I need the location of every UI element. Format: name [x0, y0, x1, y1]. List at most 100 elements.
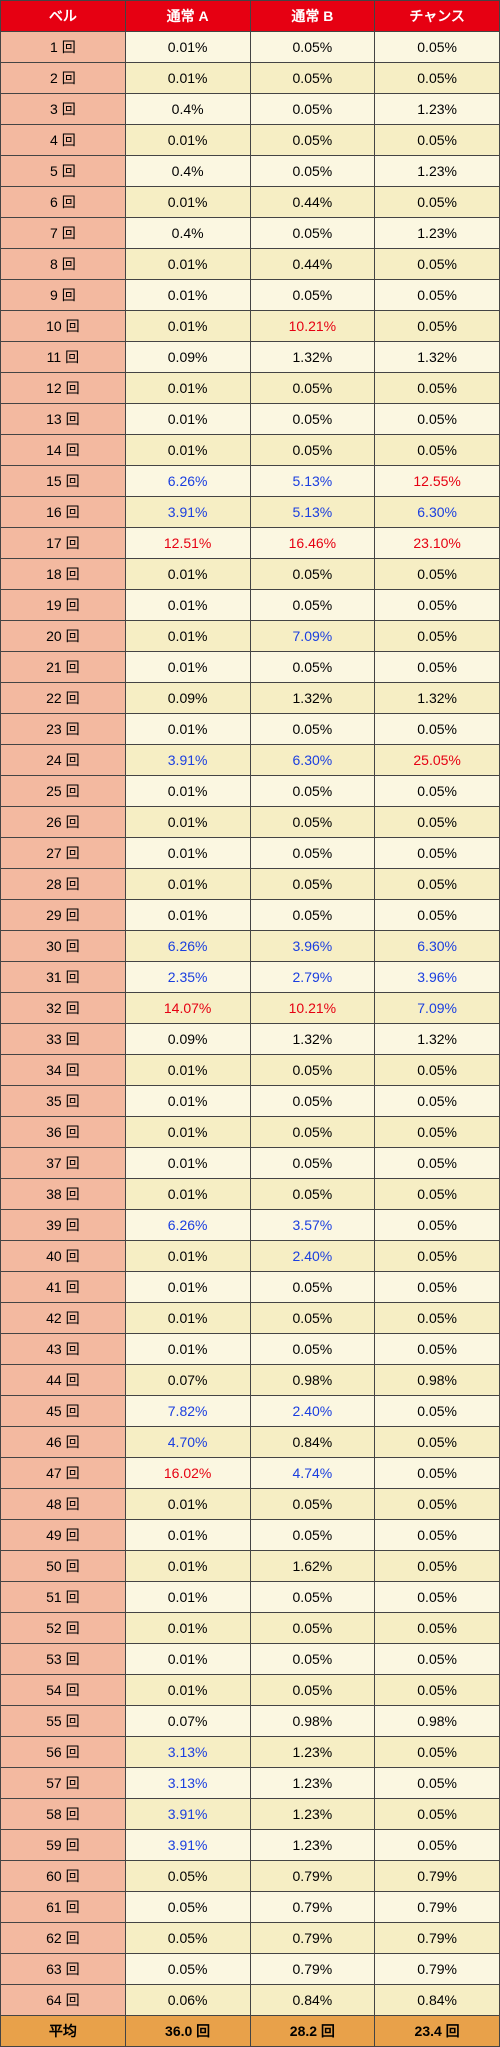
- table-row: 10 回0.01%10.21%0.05%: [1, 311, 500, 342]
- cell-value: 0.79%: [375, 1923, 500, 1954]
- header-row: ベル 通常 A 通常 B チャンス: [1, 1, 500, 32]
- cell-value: 3.91%: [125, 1799, 250, 1830]
- cell-value: 3.96%: [250, 931, 375, 962]
- cell-value: 0.05%: [375, 1582, 500, 1613]
- cell-value: 0.84%: [250, 1427, 375, 1458]
- cell-value: 0.05%: [250, 590, 375, 621]
- row-label: 27 回: [1, 838, 126, 869]
- cell-value: 0.01%: [125, 807, 250, 838]
- cell-value: 0.05%: [250, 1582, 375, 1613]
- cell-value: 0.79%: [375, 1954, 500, 1985]
- cell-value: 0.01%: [125, 1148, 250, 1179]
- row-label: 52 回: [1, 1613, 126, 1644]
- cell-value: 0.01%: [125, 1520, 250, 1551]
- cell-value: 23.10%: [375, 528, 500, 559]
- table-row: 34 回0.01%0.05%0.05%: [1, 1055, 500, 1086]
- cell-value: 1.32%: [375, 683, 500, 714]
- cell-value: 0.01%: [125, 1055, 250, 1086]
- row-label: 10 回: [1, 311, 126, 342]
- table-row: 61 回0.05%0.79%0.79%: [1, 1892, 500, 1923]
- row-label: 58 回: [1, 1799, 126, 1830]
- cell-value: 1.32%: [250, 1024, 375, 1055]
- cell-value: 6.30%: [250, 745, 375, 776]
- cell-value: 0.05%: [375, 373, 500, 404]
- cell-value: 0.01%: [125, 1303, 250, 1334]
- cell-value: 0.44%: [250, 249, 375, 280]
- cell-value: 14.07%: [125, 993, 250, 1024]
- row-label: 15 回: [1, 466, 126, 497]
- cell-value: 2.40%: [250, 1241, 375, 1272]
- cell-value: 0.05%: [375, 559, 500, 590]
- cell-value: 0.05%: [125, 1861, 250, 1892]
- cell-value: 6.26%: [125, 1210, 250, 1241]
- footer-avg-chance: 23.4 回: [375, 2016, 500, 2047]
- table-row: 33 回0.09%1.32%1.32%: [1, 1024, 500, 1055]
- cell-value: 0.79%: [375, 1861, 500, 1892]
- cell-value: 0.05%: [375, 1489, 500, 1520]
- row-label: 2 回: [1, 63, 126, 94]
- table-row: 17 回12.51%16.46%23.10%: [1, 528, 500, 559]
- cell-value: 0.05%: [250, 63, 375, 94]
- row-label: 24 回: [1, 745, 126, 776]
- table-row: 28 回0.01%0.05%0.05%: [1, 869, 500, 900]
- cell-value: 0.01%: [125, 404, 250, 435]
- row-label: 33 回: [1, 1024, 126, 1055]
- row-label: 55 回: [1, 1706, 126, 1737]
- row-label: 31 回: [1, 962, 126, 993]
- row-label: 64 回: [1, 1985, 126, 2016]
- row-label: 39 回: [1, 1210, 126, 1241]
- cell-value: 3.91%: [125, 745, 250, 776]
- cell-value: 0.05%: [375, 1272, 500, 1303]
- cell-value: 0.05%: [375, 1520, 500, 1551]
- cell-value: 0.05%: [375, 807, 500, 838]
- cell-value: 0.05%: [250, 1272, 375, 1303]
- cell-value: 6.26%: [125, 931, 250, 962]
- cell-value: 0.01%: [125, 1489, 250, 1520]
- table-row: 59 回3.91%1.23%0.05%: [1, 1830, 500, 1861]
- cell-value: 0.98%: [250, 1706, 375, 1737]
- row-label: 44 回: [1, 1365, 126, 1396]
- table-row: 49 回0.01%0.05%0.05%: [1, 1520, 500, 1551]
- cell-value: 0.01%: [125, 1613, 250, 1644]
- cell-value: 0.84%: [375, 1985, 500, 2016]
- cell-value: 0.79%: [250, 1923, 375, 1954]
- cell-value: 0.05%: [375, 590, 500, 621]
- cell-value: 0.01%: [125, 187, 250, 218]
- cell-value: 0.98%: [250, 1365, 375, 1396]
- cell-value: 0.01%: [125, 125, 250, 156]
- table-row: 37 回0.01%0.05%0.05%: [1, 1148, 500, 1179]
- cell-value: 0.01%: [125, 32, 250, 63]
- cell-value: 0.05%: [375, 1458, 500, 1489]
- row-label: 3 回: [1, 94, 126, 125]
- row-label: 49 回: [1, 1520, 126, 1551]
- cell-value: 16.46%: [250, 528, 375, 559]
- cell-value: 0.05%: [250, 435, 375, 466]
- cell-value: 1.32%: [250, 342, 375, 373]
- cell-value: 0.05%: [250, 94, 375, 125]
- cell-value: 0.05%: [250, 869, 375, 900]
- cell-value: 1.62%: [250, 1551, 375, 1582]
- table-row: 16 回3.91%5.13%6.30%: [1, 497, 500, 528]
- row-label: 46 回: [1, 1427, 126, 1458]
- cell-value: 0.05%: [250, 218, 375, 249]
- row-label: 48 回: [1, 1489, 126, 1520]
- cell-value: 3.91%: [125, 497, 250, 528]
- footer-avg-a: 36.0 回: [125, 2016, 250, 2047]
- row-label: 16 回: [1, 497, 126, 528]
- row-label: 47 回: [1, 1458, 126, 1489]
- cell-value: 0.07%: [125, 1365, 250, 1396]
- cell-value: 0.01%: [125, 249, 250, 280]
- cell-value: 0.01%: [125, 1551, 250, 1582]
- cell-value: 0.05%: [375, 714, 500, 745]
- cell-value: 0.05%: [250, 32, 375, 63]
- table-row: 40 回0.01%2.40%0.05%: [1, 1241, 500, 1272]
- table-row: 36 回0.01%0.05%0.05%: [1, 1117, 500, 1148]
- cell-value: 0.05%: [375, 125, 500, 156]
- cell-value: 0.4%: [125, 218, 250, 249]
- table-row: 25 回0.01%0.05%0.05%: [1, 776, 500, 807]
- row-label: 1 回: [1, 32, 126, 63]
- row-label: 25 回: [1, 776, 126, 807]
- footer-label: 平均: [1, 2016, 126, 2047]
- cell-value: 3.13%: [125, 1768, 250, 1799]
- row-label: 18 回: [1, 559, 126, 590]
